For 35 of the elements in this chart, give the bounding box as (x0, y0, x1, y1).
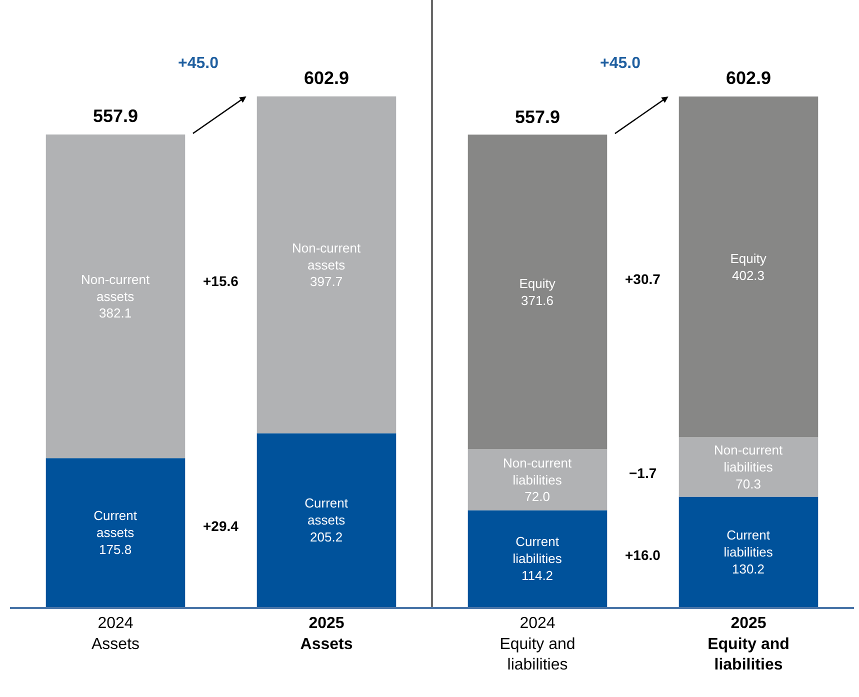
bar (678, 96, 818, 438)
text: +45.0 (600, 55, 641, 72)
bar (256, 433, 396, 607)
x-tick-label: 2024 Assets (91, 614, 140, 653)
text: +45.0 (178, 55, 219, 72)
total-label: 557.9 (515, 107, 560, 127)
x-tick-label: 2025 Equity and liabilities (708, 614, 790, 674)
data-label: Current assets 175.8 (94, 508, 138, 557)
data-label: Non-current assets 382.1 (80, 272, 150, 321)
bar (678, 437, 818, 497)
total-label: 557.9 (93, 106, 138, 126)
annotation: +16.0 (625, 547, 661, 563)
bar (256, 96, 396, 434)
total-label: 602.9 (726, 68, 772, 88)
bar (678, 496, 818, 607)
data-label: Current liabilities 130.2 (724, 527, 774, 576)
data-label: Non-current liabilities 72.0 (502, 455, 572, 504)
bar (468, 449, 608, 510)
data-label: Equity 402.3 (730, 250, 767, 283)
annotation: +15.6 (203, 273, 239, 289)
annotation: −1.7 (629, 465, 657, 481)
total-label: 602.9 (304, 68, 350, 88)
data-label: Non-current assets 397.7 (292, 240, 362, 290)
data-label: Non-current liabilities 70.3 (714, 442, 784, 492)
bar (468, 134, 608, 450)
data-label: Current liabilities 114.2 (512, 534, 562, 584)
x-tick-label: 2024 Equity and liabilities (500, 614, 576, 674)
bar (46, 458, 186, 607)
annotation: +29.4 (203, 518, 239, 534)
annotation: +30.7 (625, 271, 661, 287)
x-tick-label: 2025 Assets (300, 614, 353, 653)
data-label: Equity 371.6 (519, 276, 556, 308)
data-label: Current assets 205.2 (304, 496, 348, 545)
bar (46, 134, 186, 458)
bar (468, 510, 608, 607)
